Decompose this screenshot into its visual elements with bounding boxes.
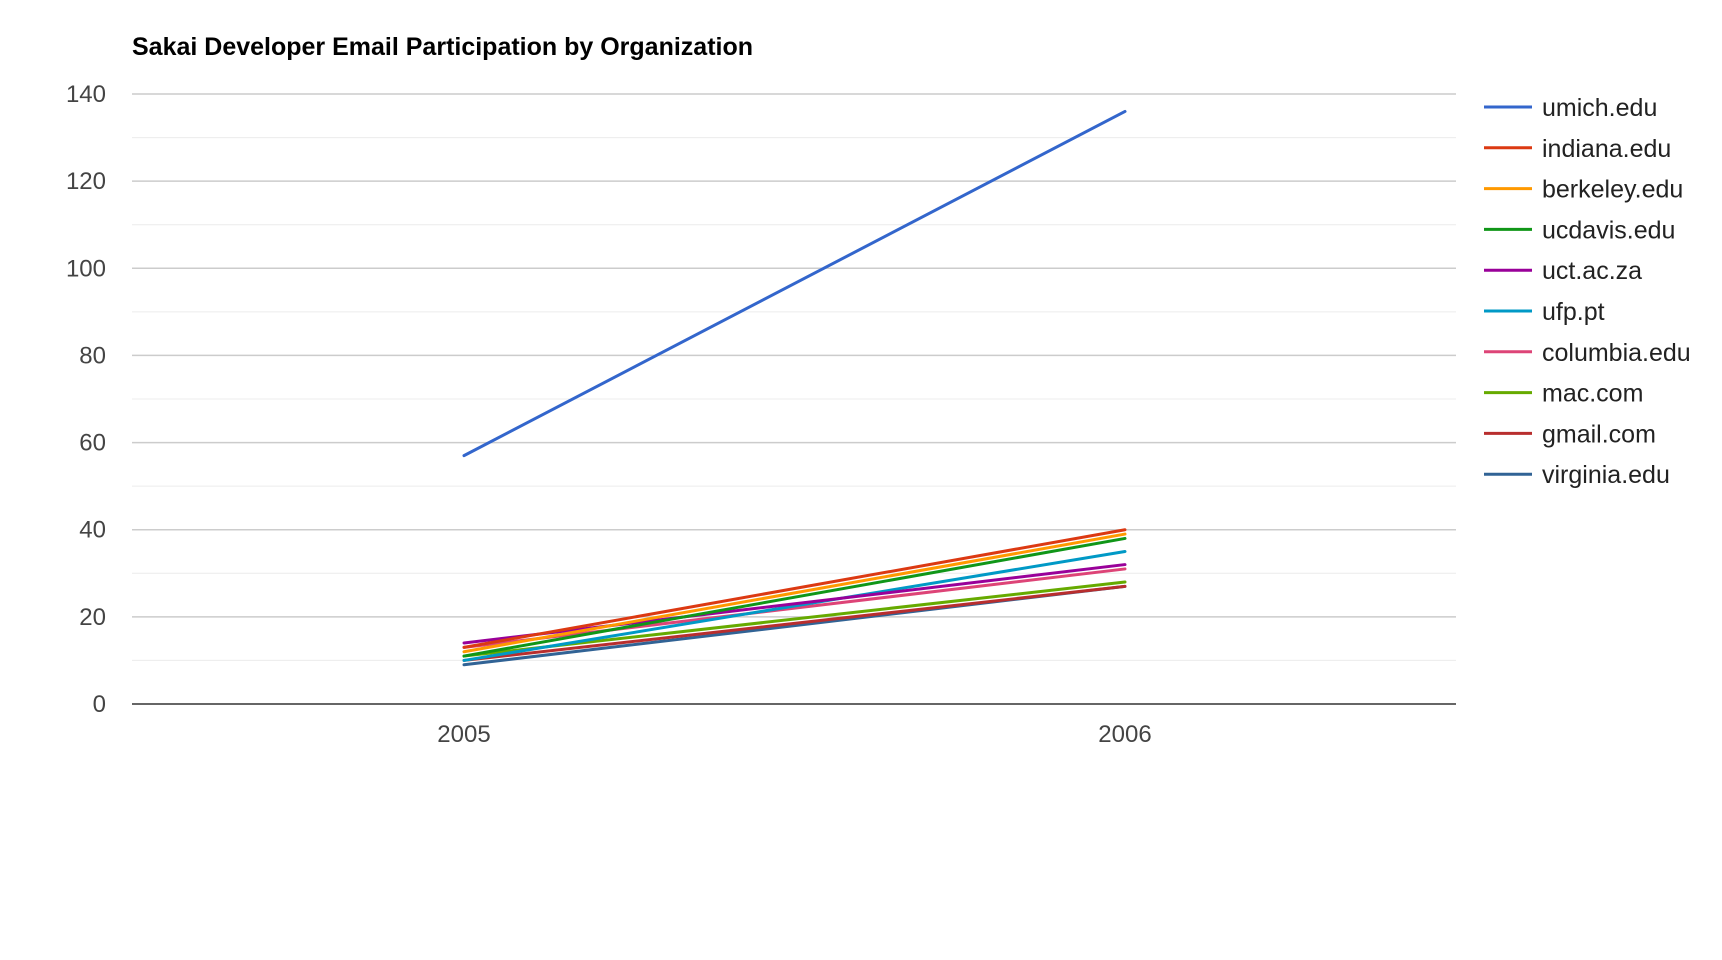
- series-line-umich-edu[interactable]: [462, 109, 1127, 458]
- legend-label: berkeley.edu: [1542, 176, 1683, 204]
- series-line-berkeley-edu[interactable]: [462, 532, 1127, 654]
- legend-label: umich.edu: [1542, 94, 1657, 122]
- y-tick-label: 80: [79, 342, 106, 369]
- chart-title: Sakai Developer Email Participation by O…: [132, 33, 753, 61]
- legend-item[interactable]: ucdavis.edu: [1484, 216, 1675, 244]
- series-line-columbia-edu[interactable]: [462, 567, 1127, 649]
- major-gridlines: [132, 93, 1456, 618]
- x-tick-label: 2005: [437, 721, 490, 748]
- y-tick-label: 40: [79, 517, 106, 544]
- series-line-gmail-com[interactable]: [462, 584, 1127, 662]
- legend-item[interactable]: mac.com: [1484, 380, 1643, 408]
- legend-item[interactable]: columbia.edu: [1484, 339, 1691, 367]
- legend-item[interactable]: virginia.edu: [1484, 461, 1670, 489]
- y-tick-label: 140: [66, 81, 106, 108]
- legend-label: columbia.edu: [1542, 339, 1691, 367]
- series-line-indiana-edu[interactable]: [462, 528, 1127, 649]
- series-line-ucdavis-edu[interactable]: [462, 536, 1127, 658]
- legend-item[interactable]: umich.edu: [1484, 94, 1657, 122]
- y-axis-tick-labels: 0 20 40 60 80 100 120 140: [66, 81, 106, 718]
- x-axis-tick-labels: 2005 2006: [437, 721, 1151, 748]
- legend-item[interactable]: uct.ac.za: [1484, 257, 1642, 285]
- y-tick-label: 20: [79, 604, 106, 631]
- legend-item[interactable]: berkeley.edu: [1484, 176, 1683, 204]
- legend-item[interactable]: ufp.pt: [1484, 298, 1605, 326]
- series-line-ufp-pt[interactable]: [462, 550, 1127, 662]
- legend-label: indiana.edu: [1542, 135, 1671, 163]
- y-tick-label: 0: [93, 691, 106, 718]
- series-line-uct-ac-za[interactable]: [462, 563, 1127, 645]
- legend-label: virginia.edu: [1542, 461, 1670, 489]
- legend-item[interactable]: indiana.edu: [1484, 135, 1671, 163]
- y-tick-label: 120: [66, 168, 106, 195]
- legend-label: mac.com: [1542, 380, 1643, 408]
- legend-label: uct.ac.za: [1542, 257, 1642, 285]
- legend-label: ucdavis.edu: [1542, 216, 1675, 244]
- legend-label: ufp.pt: [1542, 298, 1605, 326]
- y-tick-label: 60: [79, 430, 106, 457]
- legend-item[interactable]: gmail.com: [1484, 420, 1656, 448]
- minor-gridlines: [132, 137, 1456, 661]
- legend-label: gmail.com: [1542, 420, 1656, 448]
- y-tick-label: 100: [66, 255, 106, 282]
- x-tick-label: 2006: [1098, 721, 1151, 748]
- series-lines: [462, 109, 1127, 667]
- legend: umich.edu indiana.edu berkeley.edu ucdavis.…: [1484, 94, 1691, 489]
